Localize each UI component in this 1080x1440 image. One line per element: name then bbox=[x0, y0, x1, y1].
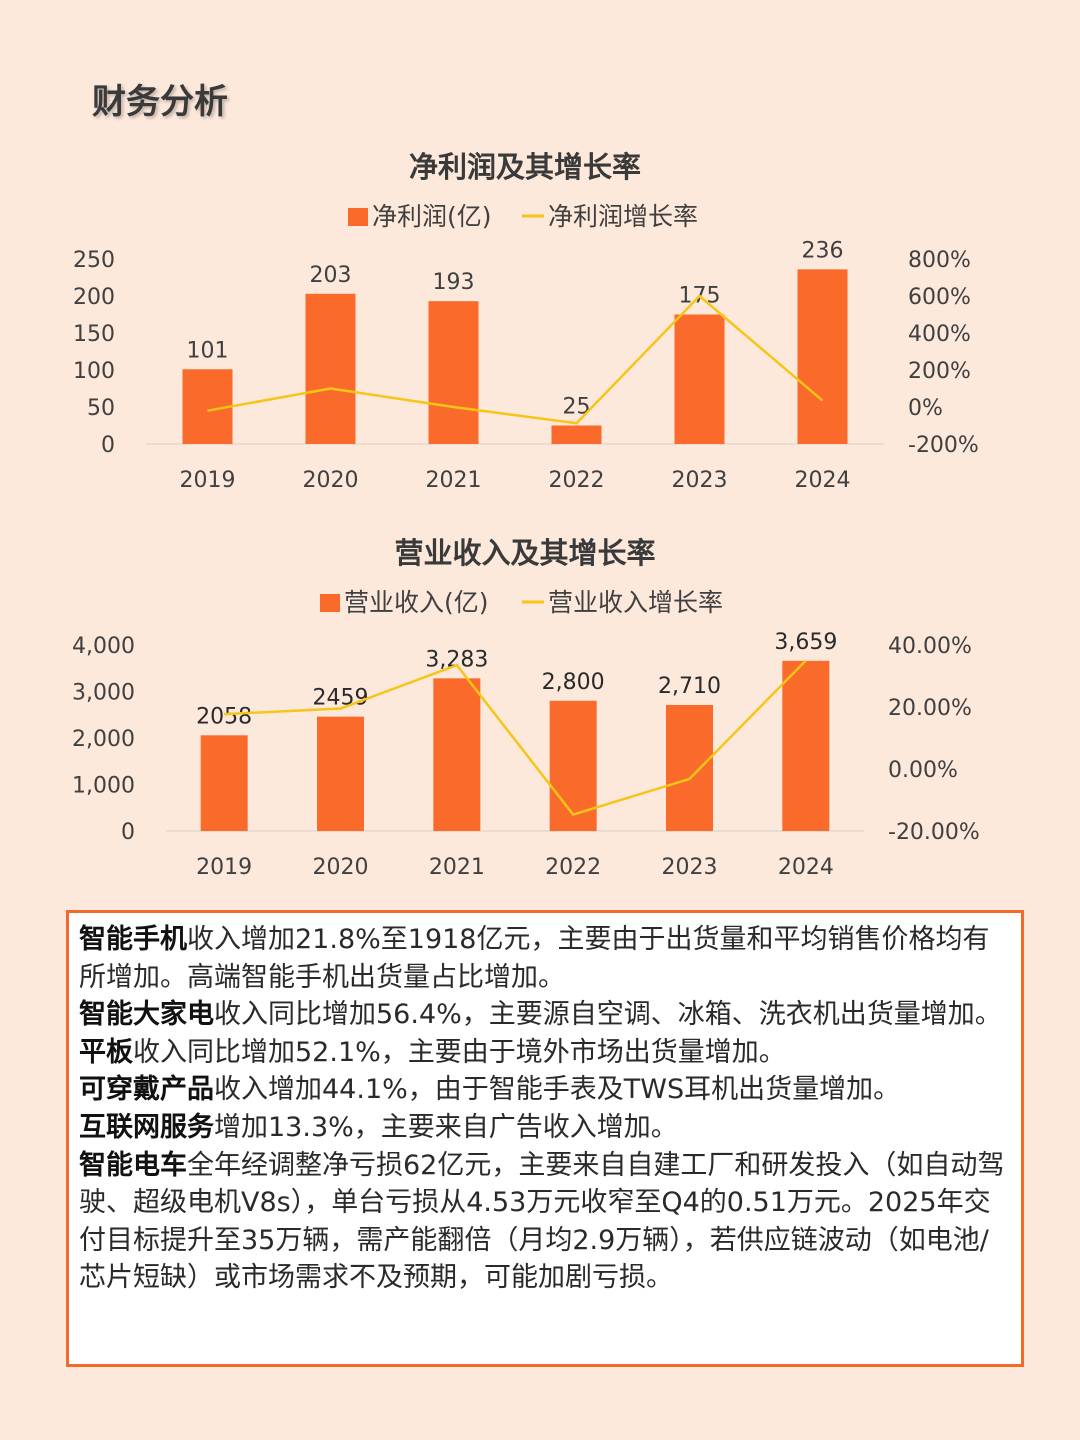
bar-value-label: 3,283 bbox=[425, 647, 488, 672]
legend-bar-swatch bbox=[348, 208, 368, 226]
summary-item: 智能电车全年经调整净亏损62亿元，主要来自自建工厂和研发投入（如自动驾驶、超级电… bbox=[79, 1147, 1011, 1297]
left-axis-tick-label: 2,000 bbox=[72, 727, 135, 752]
legend-line-label: 净利润增长率 bbox=[548, 202, 698, 231]
summary-box: 智能手机收入增加21.8%至1918亿元，主要由于出货量和平均销售价格均有所增加… bbox=[66, 910, 1024, 1367]
left-axis-tick-label: 4,000 bbox=[72, 634, 135, 659]
right-axis-tick-label: 400% bbox=[908, 322, 971, 347]
bar-value-label: 193 bbox=[433, 270, 475, 295]
bar-value-label: 2058 bbox=[196, 704, 252, 729]
bar bbox=[200, 735, 248, 831]
summary-item-heading: 互联网服务 bbox=[79, 1111, 214, 1143]
chart-title: 净利润及其增长率 bbox=[409, 150, 641, 184]
right-axis-tick-label: 800% bbox=[908, 248, 971, 273]
legend-line-label: 营业收入增长率 bbox=[548, 588, 723, 617]
bar-value-label: 2,800 bbox=[542, 670, 605, 695]
x-axis-tick-label: 2024 bbox=[795, 468, 851, 493]
bar bbox=[428, 301, 479, 444]
summary-item: 平板收入同比增加52.1%，主要由于境外市场出货量增加。 bbox=[79, 1034, 1011, 1072]
summary-item-text: 收入增加21.8%至1918亿元，主要由于出货量和平均销售价格均有所增加。高端智… bbox=[79, 924, 990, 993]
right-axis-tick-label: 40.00% bbox=[888, 634, 972, 659]
summary-item-heading: 平板 bbox=[79, 1036, 133, 1068]
bar bbox=[782, 660, 830, 831]
right-axis-tick-label: 20.00% bbox=[888, 696, 972, 721]
bar-value-label: 101 bbox=[187, 338, 229, 363]
x-axis-tick-label: 2020 bbox=[303, 468, 359, 493]
bar bbox=[433, 678, 481, 831]
summary-item-heading: 智能电车 bbox=[79, 1149, 187, 1181]
summary-item-text: 增加13.3%，主要来自广告收入增加。 bbox=[214, 1111, 678, 1143]
summary-item: 可穿戴产品收入增加44.1%，由于智能手表及TWS耳机出货量增加。 bbox=[79, 1071, 1011, 1109]
right-axis-tick-label: -20.00% bbox=[888, 820, 980, 845]
x-axis-tick-label: 2022 bbox=[545, 855, 601, 880]
right-axis-tick-label: 600% bbox=[908, 285, 971, 310]
growth-rate-line bbox=[207, 294, 824, 425]
bar bbox=[305, 293, 356, 444]
summary-item: 智能大家电收入同比增加56.4%，主要源自空调、冰箱、洗衣机出货量增加。 bbox=[79, 996, 1011, 1034]
bar-value-label: 3,659 bbox=[774, 630, 837, 655]
right-axis-tick-label: 0.00% bbox=[888, 758, 958, 783]
left-axis-tick-label: 100 bbox=[73, 359, 115, 384]
x-axis-tick-label: 2021 bbox=[429, 855, 485, 880]
summary-item: 互联网服务增加13.3%，主要来自广告收入增加。 bbox=[79, 1109, 1011, 1147]
x-axis-tick-label: 2023 bbox=[672, 468, 728, 493]
right-axis-tick-label: 200% bbox=[908, 359, 971, 384]
x-axis-tick-label: 2020 bbox=[313, 855, 369, 880]
x-axis-tick-label: 2024 bbox=[778, 855, 834, 880]
bar-value-label: 2,710 bbox=[658, 674, 721, 699]
bar-value-label: 236 bbox=[802, 238, 844, 263]
x-axis-tick-label: 2022 bbox=[549, 468, 605, 493]
bar bbox=[551, 425, 602, 444]
legend-bar-label: 净利润(亿) bbox=[372, 202, 492, 231]
left-axis-tick-label: 0 bbox=[121, 820, 135, 845]
legend-bar-swatch bbox=[320, 594, 340, 612]
left-axis-tick-label: 250 bbox=[73, 248, 115, 273]
summary-item-text: 全年经调整净亏损62亿元，主要来自自建工厂和研发投入（如自动驾驶、超级电机V8s… bbox=[79, 1149, 1005, 1294]
summary-item-heading: 智能手机 bbox=[79, 924, 187, 955]
summary-item-text: 收入同比增加52.1%，主要由于境外市场出货量增加。 bbox=[133, 1036, 786, 1068]
bar bbox=[674, 314, 725, 444]
left-axis-tick-label: 50 bbox=[87, 396, 115, 421]
left-axis-tick-label: 0 bbox=[101, 433, 115, 458]
left-axis-tick-label: 200 bbox=[73, 285, 115, 310]
x-axis-tick-label: 2019 bbox=[196, 855, 252, 880]
summary-item-text: 收入增加44.1%，由于智能手表及TWS耳机出货量增加。 bbox=[214, 1074, 901, 1106]
summary-item-heading: 可穿戴产品 bbox=[79, 1074, 214, 1106]
bar-value-label: 25 bbox=[563, 395, 591, 420]
right-axis-tick-label: 0% bbox=[908, 396, 943, 421]
left-axis-tick-label: 1,000 bbox=[72, 774, 135, 799]
growth-rate-line bbox=[224, 659, 807, 816]
left-axis-tick-label: 150 bbox=[73, 322, 115, 347]
chart-title: 营业收入及其增长率 bbox=[394, 536, 655, 570]
bar bbox=[549, 700, 597, 831]
bar-value-label: 2459 bbox=[313, 686, 369, 711]
page-title: 财务分析 bbox=[92, 82, 228, 122]
x-axis-tick-label: 2019 bbox=[180, 468, 236, 493]
bar-value-label: 203 bbox=[310, 263, 352, 288]
bar bbox=[797, 269, 848, 444]
summary-item-heading: 智能大家电 bbox=[79, 999, 214, 1031]
bar bbox=[317, 716, 364, 831]
x-axis-tick-label: 2021 bbox=[426, 468, 482, 493]
summary-item: 智能手机收入增加21.8%至1918亿元，主要由于出货量和平均销售价格均有所增加… bbox=[79, 921, 1011, 996]
bar bbox=[666, 704, 713, 831]
legend-bar-label: 营业收入(亿) bbox=[344, 588, 489, 617]
x-axis-tick-label: 2023 bbox=[662, 855, 718, 880]
left-axis-tick-label: 3,000 bbox=[72, 681, 135, 706]
right-axis-tick-label: -200% bbox=[908, 433, 979, 458]
summary-item-text: 收入同比增加56.4%，主要源自空调、冰箱、洗衣机出货量增加。 bbox=[214, 999, 1002, 1031]
